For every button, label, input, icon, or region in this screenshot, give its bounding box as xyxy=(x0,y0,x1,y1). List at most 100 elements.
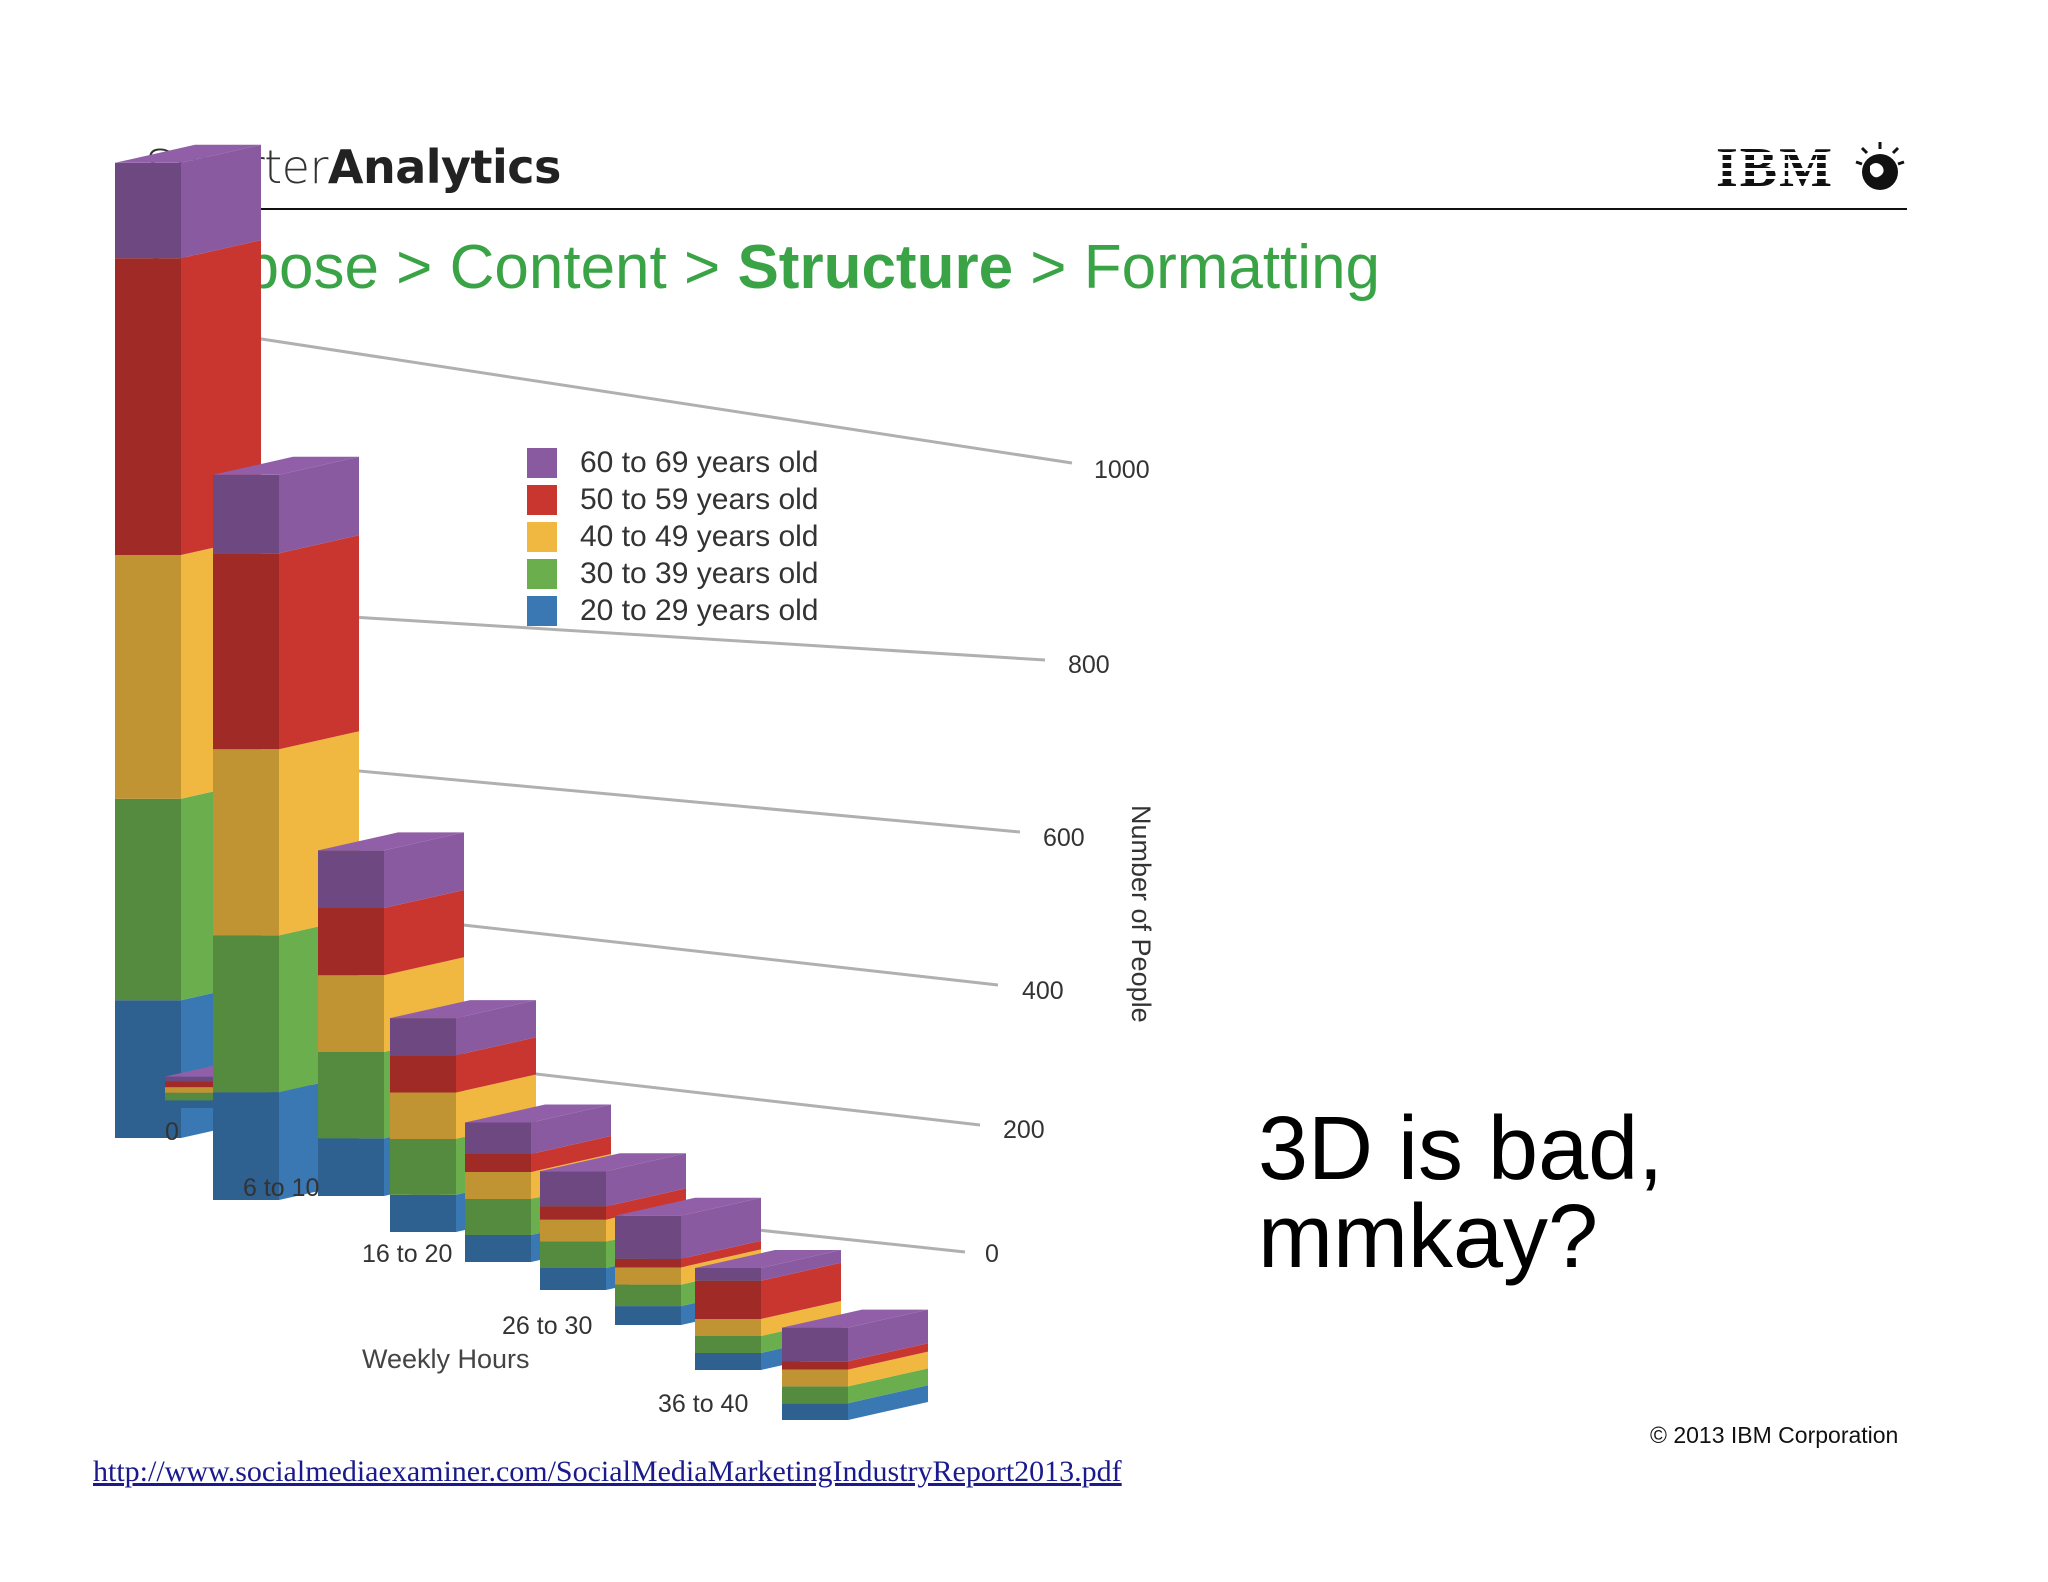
bar-segment xyxy=(165,1081,231,1088)
breadcrumb: Purpose > Content > Structure > Formatti… xyxy=(148,232,1380,303)
bar-segment xyxy=(465,1172,531,1199)
bar-segment-side xyxy=(681,1240,761,1268)
bar-segment-side xyxy=(456,1037,536,1093)
bar-segment xyxy=(782,1327,848,1362)
bar-segment xyxy=(782,1369,848,1387)
bar-top xyxy=(782,1309,928,1328)
bar-segment xyxy=(390,1139,456,1195)
breadcrumb-formatting: Formatting xyxy=(1083,233,1381,302)
legend-item: 50 to 59 years old xyxy=(527,481,819,518)
legend-swatch xyxy=(527,595,557,626)
bar-segment xyxy=(540,1171,606,1207)
bar-segment xyxy=(540,1219,606,1242)
legend-swatch xyxy=(527,484,557,515)
bar-segment xyxy=(615,1258,681,1268)
bar-segment xyxy=(540,1241,606,1268)
y-axis-label: Number of People xyxy=(1126,805,1156,1023)
bar-segment xyxy=(115,555,181,799)
bar-segment xyxy=(465,1154,531,1172)
legend-swatch xyxy=(527,558,557,589)
legend-item: 40 to 49 years old xyxy=(527,518,819,555)
x-tick-label: 36 to 40 xyxy=(658,1390,748,1418)
bar-segment xyxy=(115,798,181,1001)
x-tick-label: 26 to 30 xyxy=(502,1312,592,1340)
bar-segment xyxy=(465,1235,531,1262)
bar-segment xyxy=(165,1087,231,1093)
ibm-logo: IBM xyxy=(1716,138,1905,198)
bar-segment-side xyxy=(606,1188,686,1220)
bar-segment xyxy=(695,1268,761,1281)
bar-segment xyxy=(115,258,181,555)
tagline-line-1: 3D is bad, xyxy=(1258,1099,1664,1199)
legend-item: 20 to 29 years old xyxy=(527,592,819,629)
bar-segment-side xyxy=(384,832,464,908)
bar-segment xyxy=(213,1092,279,1200)
y-tick-label: 200 xyxy=(1003,1116,1045,1144)
bar-segment xyxy=(615,1306,681,1325)
bar-segment xyxy=(318,1138,384,1196)
bar-segment-side xyxy=(848,1368,928,1404)
tagline: 3D is bad, mmkay? xyxy=(1258,1099,1818,1287)
bar-segment xyxy=(782,1386,848,1404)
bar-segment-side xyxy=(848,1343,928,1370)
legend-label: 40 to 49 years old xyxy=(580,519,819,553)
legend-item: 60 to 69 years old xyxy=(527,444,819,481)
bar-segment xyxy=(390,1092,456,1139)
bar-segment xyxy=(695,1319,761,1336)
bar-segment xyxy=(390,1018,456,1056)
bar-segment xyxy=(615,1284,681,1307)
legend-label: 30 to 39 years old xyxy=(580,556,819,590)
legend-label: 60 to 69 years old xyxy=(580,445,819,479)
bar-segment xyxy=(390,1194,456,1232)
bar-top xyxy=(115,144,261,163)
bar-top xyxy=(540,1153,686,1172)
legend-swatch xyxy=(527,521,557,552)
bar-segment xyxy=(615,1215,681,1259)
tagline-line-2: mmkay? xyxy=(1258,1187,1599,1287)
bar-segment-side xyxy=(606,1153,686,1207)
bar-segment-side xyxy=(456,1000,536,1056)
bar-segment xyxy=(782,1361,848,1370)
brand-bold-text: Analytics xyxy=(327,140,562,194)
bar-segment xyxy=(540,1268,606,1290)
bar-segment xyxy=(213,749,279,936)
bar-segment xyxy=(695,1353,761,1370)
y-tick-label: 400 xyxy=(1022,977,1064,1005)
source-link[interactable]: http://www.socialmediaexaminer.com/Socia… xyxy=(93,1455,1122,1488)
y-tick-label: 1000 xyxy=(1094,456,1150,484)
copyright-notice: © 2013 IBM Corporation xyxy=(1650,1422,1899,1448)
bar-segment xyxy=(695,1336,761,1353)
bar-segment xyxy=(318,908,384,976)
bar-segment xyxy=(465,1122,531,1154)
breadcrumb-separator: > xyxy=(1013,233,1084,302)
breadcrumb-separator: > xyxy=(666,233,738,302)
legend-label: 50 to 59 years old xyxy=(580,482,819,516)
bar-segment xyxy=(213,474,279,554)
bar-segment-side xyxy=(279,535,359,750)
bar-top xyxy=(390,1000,536,1019)
bar-segment-side xyxy=(761,1262,841,1319)
y-tick-label: 600 xyxy=(1043,824,1085,852)
bar-segment xyxy=(165,1092,231,1101)
bar-top xyxy=(213,456,359,475)
gridline-1000 xyxy=(254,336,1073,465)
bar-stack-16 to 20 xyxy=(390,1000,536,1232)
bar-segment xyxy=(465,1199,531,1235)
bar-segment xyxy=(213,553,279,750)
bar-segment xyxy=(318,975,384,1052)
bar-segment xyxy=(390,1055,456,1093)
bar-top xyxy=(465,1104,611,1123)
bar-top xyxy=(318,832,464,851)
bar-segment-side xyxy=(761,1301,841,1336)
x-tick-label: 16 to 20 xyxy=(362,1240,452,1268)
bar-segment-side xyxy=(384,890,464,976)
bar-segment-side xyxy=(181,144,261,259)
breadcrumb-separator: > xyxy=(378,233,450,302)
bar-top xyxy=(615,1197,761,1216)
bar-segment xyxy=(115,1000,181,1138)
bar-segment-side xyxy=(681,1197,761,1259)
bar-segment xyxy=(115,162,181,259)
ibm-logo-stripes xyxy=(1716,152,1846,179)
bar-segment xyxy=(318,850,384,908)
